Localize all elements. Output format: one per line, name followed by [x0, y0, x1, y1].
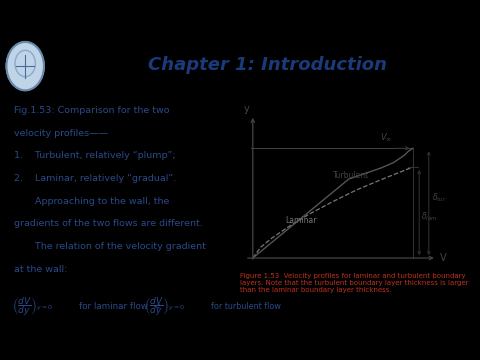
- Text: V: V: [440, 253, 446, 263]
- Text: 2.    Laminar, relatively “gradual”.: 2. Laminar, relatively “gradual”.: [14, 174, 177, 183]
- Text: $\delta_{lam}$: $\delta_{lam}$: [421, 211, 437, 223]
- Text: gradients of the two flows are different.: gradients of the two flows are different…: [14, 220, 203, 229]
- Text: Fig.1.53: Comparison for the two: Fig.1.53: Comparison for the two: [14, 106, 170, 115]
- Text: velocity profiles——: velocity profiles——: [14, 129, 108, 138]
- Text: $\left(\dfrac{dV}{dy}\right)_{y=0}$: $\left(\dfrac{dV}{dy}\right)_{y=0}$: [144, 295, 185, 318]
- Text: Turbulent: Turbulent: [333, 171, 369, 180]
- Text: $\left(\dfrac{dV}{dy}\right)_{y=0}$: $\left(\dfrac{dV}{dy}\right)_{y=0}$: [12, 295, 53, 318]
- Text: $V_\infty$: $V_\infty$: [380, 131, 392, 143]
- Text: Laminar: Laminar: [285, 216, 316, 225]
- Text: Approaching to the wall, the: Approaching to the wall, the: [14, 197, 170, 206]
- Text: $\delta_{tur}$: $\delta_{tur}$: [432, 192, 446, 204]
- Circle shape: [6, 42, 44, 90]
- Text: at the wall:: at the wall:: [14, 265, 68, 274]
- Text: Chapter 1: Introduction: Chapter 1: Introduction: [148, 56, 387, 74]
- Text: Figure 1.53  Velocity profiles for laminar and turbulent boundary layers. Note t: Figure 1.53 Velocity profiles for lamina…: [240, 273, 468, 293]
- Text: y: y: [243, 104, 249, 113]
- Text: for laminar flow  <: for laminar flow <: [79, 302, 161, 311]
- Text: The relation of the velocity gradient: The relation of the velocity gradient: [14, 242, 206, 251]
- Text: for turbulent flow: for turbulent flow: [211, 302, 281, 311]
- Text: 1.    Turbulent, relatively “plump”;: 1. Turbulent, relatively “plump”;: [14, 152, 176, 161]
